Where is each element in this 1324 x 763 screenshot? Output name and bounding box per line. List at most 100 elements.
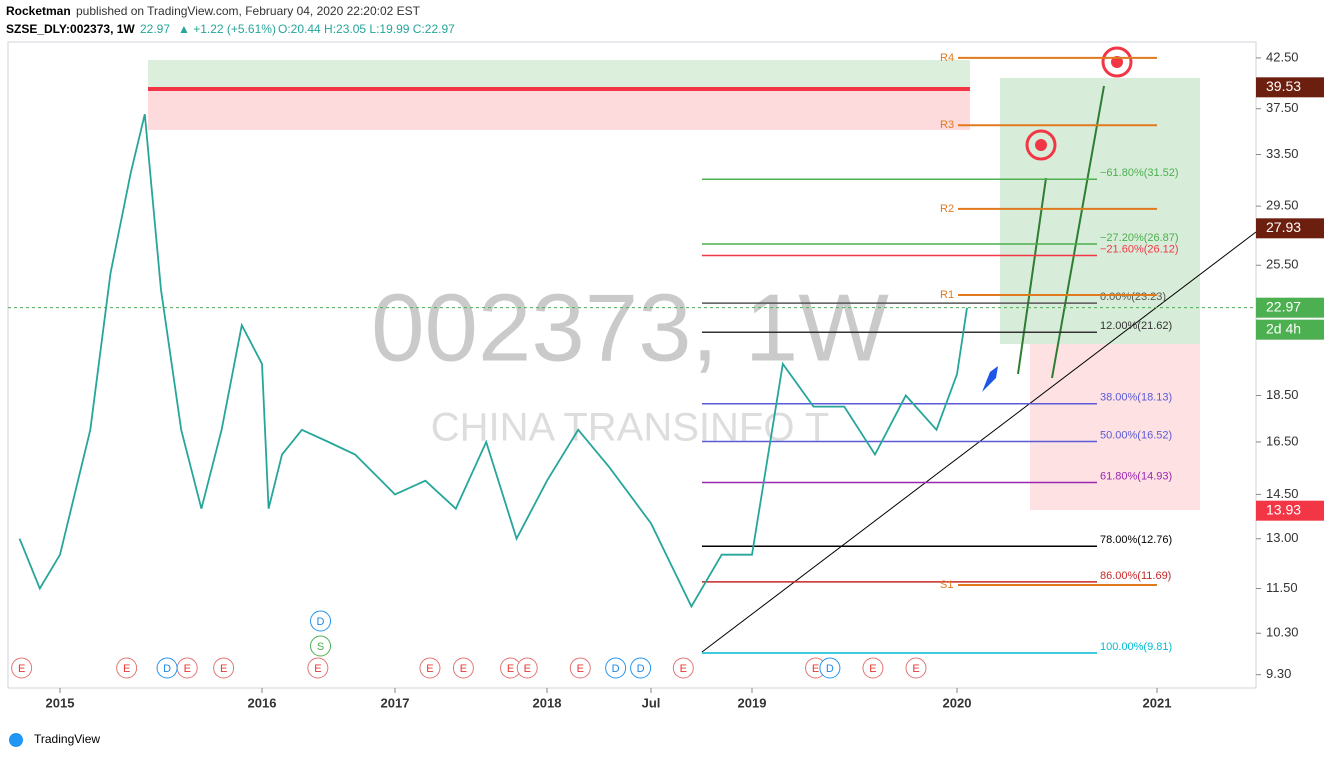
y-tick-label: 37.50 bbox=[1266, 100, 1299, 115]
fib-label: 38.00%(18.13) bbox=[1100, 392, 1172, 404]
event-marker bbox=[307, 657, 329, 679]
logo bbox=[9, 733, 23, 747]
event-marker bbox=[11, 657, 33, 679]
event-label: E bbox=[912, 663, 919, 675]
fib-label: 50.00%(16.52) bbox=[1100, 429, 1172, 441]
footer-brand: TradingView bbox=[34, 732, 100, 746]
event-marker bbox=[569, 657, 591, 679]
pivot-label: R2 bbox=[940, 203, 954, 215]
change: ▲ +1.22 (+5.61%) bbox=[178, 22, 276, 36]
x-tick-label: 2019 bbox=[738, 695, 767, 710]
price-label-bg bbox=[1256, 77, 1324, 98]
symbol: SZSE_DLY:002373, 1W bbox=[6, 22, 135, 36]
event-label: E bbox=[314, 663, 321, 675]
event-label: E bbox=[524, 663, 531, 675]
plot-area bbox=[7, 41, 1257, 689]
event-marker bbox=[310, 635, 332, 657]
x-tick-label: 2016 bbox=[248, 695, 277, 710]
watermark-sub: CHINA TRANSINFO T bbox=[431, 406, 830, 450]
x-tick-label: 2021 bbox=[1143, 695, 1172, 710]
target-icon bbox=[1025, 129, 1057, 161]
fib-label: 100.00%(9.81) bbox=[1100, 641, 1172, 653]
event-label: E bbox=[812, 663, 819, 675]
y-tick-label: 42.50 bbox=[1266, 49, 1299, 64]
y-tick-label: 25.50 bbox=[1266, 257, 1299, 272]
event-marker bbox=[605, 657, 627, 679]
event-label: D bbox=[826, 663, 834, 675]
pivot-label: R4 bbox=[940, 52, 954, 64]
price-label-bg bbox=[1256, 500, 1324, 521]
price-label-bg bbox=[1256, 218, 1324, 239]
price-label: 22.97 bbox=[1266, 298, 1301, 314]
event-label: D bbox=[637, 663, 645, 675]
ohlc: O:20.44 H:23.05 L:19.99 C:22.97 bbox=[278, 22, 455, 36]
arrow bbox=[1017, 177, 1047, 375]
x-tick-label: Jul bbox=[642, 695, 661, 710]
range-zone-red bbox=[148, 90, 970, 130]
event-label: D bbox=[317, 616, 325, 628]
pivot-label: S1 bbox=[940, 579, 953, 591]
event-label: E bbox=[507, 663, 514, 675]
event-marker bbox=[819, 657, 841, 679]
event-label: D bbox=[163, 663, 171, 675]
fib-label: 61.80%(14.93) bbox=[1100, 470, 1172, 482]
target-icon bbox=[1101, 46, 1133, 78]
event-marker bbox=[452, 657, 474, 679]
fib-label: −21.60%(26.12) bbox=[1100, 243, 1179, 255]
target-icon bbox=[1035, 139, 1047, 151]
event-label: E bbox=[680, 663, 687, 675]
watermark: 002373, 1W bbox=[371, 274, 889, 381]
x-tick-label: 2018 bbox=[533, 695, 562, 710]
fib-label: 0.00%(23.23) bbox=[1100, 291, 1166, 303]
event-marker bbox=[116, 657, 138, 679]
published: published on TradingView.com, February 0… bbox=[76, 4, 421, 18]
y-tick-label: 14.50 bbox=[1266, 486, 1299, 501]
y-tick-label: 29.50 bbox=[1266, 198, 1299, 213]
event-marker bbox=[176, 657, 198, 679]
fib-label: −27.20%(26.87) bbox=[1100, 232, 1179, 244]
fib-label: −61.80%(31.52) bbox=[1100, 167, 1179, 179]
event-label: E bbox=[426, 663, 433, 675]
y-tick-label: 33.50 bbox=[1266, 146, 1299, 161]
target-zone bbox=[1000, 78, 1200, 344]
x-tick-label: 2017 bbox=[381, 695, 410, 710]
y-tick-label: 10.30 bbox=[1266, 625, 1299, 640]
event-marker bbox=[310, 610, 332, 632]
event-label: E bbox=[184, 663, 191, 675]
stop-zone bbox=[1030, 344, 1200, 510]
y-tick-label: 16.50 bbox=[1266, 433, 1299, 448]
author: Rocketman bbox=[6, 4, 71, 18]
event-label: S bbox=[317, 641, 324, 653]
price-label: 27.93 bbox=[1266, 219, 1301, 235]
event-label: E bbox=[869, 663, 876, 675]
x-tick-label: 2020 bbox=[943, 695, 972, 710]
fib-label: 12.00%(21.62) bbox=[1100, 320, 1172, 332]
price-label: 13.93 bbox=[1266, 501, 1301, 517]
event-marker bbox=[419, 657, 441, 679]
event-label: E bbox=[460, 663, 467, 675]
arrow bbox=[1051, 85, 1105, 379]
countdown: 2d 4h bbox=[1266, 320, 1301, 336]
pivot-label: R3 bbox=[940, 119, 954, 131]
event-marker bbox=[862, 657, 884, 679]
y-tick-label: 18.50 bbox=[1266, 387, 1299, 402]
y-tick-label: 9.30 bbox=[1266, 666, 1291, 681]
price-label: 39.53 bbox=[1266, 78, 1301, 94]
event-marker bbox=[516, 657, 538, 679]
event-label: D bbox=[612, 663, 620, 675]
target-icon bbox=[1111, 56, 1123, 68]
event-label: E bbox=[577, 663, 584, 675]
y-tick-label: 11.50 bbox=[1266, 580, 1298, 595]
price-line bbox=[18, 113, 968, 609]
event-label: E bbox=[18, 663, 25, 675]
event-marker bbox=[630, 657, 652, 679]
range-zone-green bbox=[148, 60, 970, 88]
y-tick-label: 13.00 bbox=[1266, 530, 1299, 545]
event-marker bbox=[672, 657, 694, 679]
fib-label: 86.00%(11.69) bbox=[1100, 570, 1171, 582]
price-label-bg bbox=[1256, 297, 1324, 318]
rocket-icon bbox=[982, 366, 998, 392]
event-marker bbox=[905, 657, 927, 679]
event-marker bbox=[213, 657, 235, 679]
